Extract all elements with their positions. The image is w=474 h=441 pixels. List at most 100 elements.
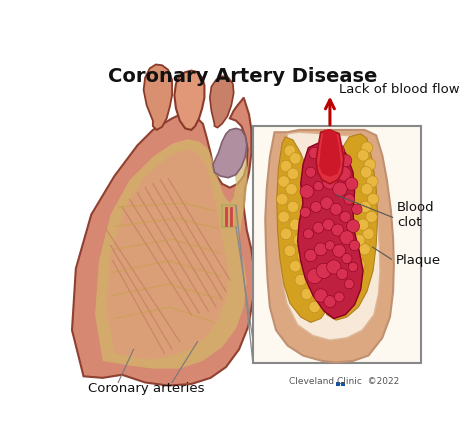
Circle shape bbox=[300, 207, 310, 217]
Circle shape bbox=[354, 259, 365, 270]
Circle shape bbox=[339, 154, 352, 167]
Circle shape bbox=[284, 145, 296, 157]
Circle shape bbox=[366, 211, 377, 223]
Circle shape bbox=[323, 219, 334, 230]
Circle shape bbox=[344, 194, 355, 205]
Circle shape bbox=[278, 176, 290, 187]
Circle shape bbox=[349, 250, 360, 261]
Circle shape bbox=[317, 163, 328, 173]
Text: Coronary arteries: Coronary arteries bbox=[89, 382, 205, 396]
Circle shape bbox=[343, 264, 355, 275]
Circle shape bbox=[337, 167, 351, 181]
Circle shape bbox=[302, 264, 314, 275]
PathPatch shape bbox=[174, 71, 204, 130]
Circle shape bbox=[330, 203, 342, 215]
Circle shape bbox=[347, 273, 359, 284]
Circle shape bbox=[303, 229, 313, 239]
Text: Plaque: Plaque bbox=[395, 254, 440, 267]
Circle shape bbox=[297, 250, 309, 261]
Circle shape bbox=[286, 183, 297, 195]
Circle shape bbox=[329, 161, 338, 171]
Circle shape bbox=[301, 288, 313, 300]
Bar bbox=[336, 382, 340, 386]
PathPatch shape bbox=[324, 134, 378, 320]
Circle shape bbox=[327, 260, 341, 274]
Text: Blood
clot: Blood clot bbox=[397, 201, 435, 228]
Circle shape bbox=[287, 168, 299, 179]
Circle shape bbox=[332, 299, 343, 310]
Circle shape bbox=[340, 231, 354, 245]
Circle shape bbox=[324, 295, 336, 308]
Bar bbox=[341, 382, 345, 386]
Circle shape bbox=[290, 261, 301, 272]
Circle shape bbox=[337, 269, 348, 280]
PathPatch shape bbox=[95, 139, 247, 369]
PathPatch shape bbox=[298, 140, 363, 318]
Circle shape bbox=[354, 234, 365, 246]
Circle shape bbox=[295, 274, 307, 286]
Circle shape bbox=[357, 149, 369, 161]
PathPatch shape bbox=[210, 76, 234, 127]
Circle shape bbox=[320, 197, 333, 209]
Circle shape bbox=[307, 269, 322, 284]
Circle shape bbox=[360, 201, 371, 213]
Circle shape bbox=[316, 263, 331, 278]
Circle shape bbox=[333, 182, 347, 196]
Circle shape bbox=[333, 244, 346, 257]
Circle shape bbox=[364, 159, 376, 170]
Circle shape bbox=[366, 176, 378, 187]
Circle shape bbox=[300, 185, 314, 198]
Circle shape bbox=[280, 161, 292, 172]
PathPatch shape bbox=[265, 130, 394, 363]
Circle shape bbox=[345, 177, 358, 190]
Circle shape bbox=[276, 194, 288, 205]
Circle shape bbox=[332, 224, 344, 236]
PathPatch shape bbox=[278, 132, 380, 340]
Circle shape bbox=[284, 245, 296, 257]
PathPatch shape bbox=[144, 64, 172, 130]
Bar bbox=[222, 206, 236, 227]
Circle shape bbox=[359, 243, 370, 255]
Circle shape bbox=[363, 228, 374, 239]
PathPatch shape bbox=[107, 149, 228, 359]
PathPatch shape bbox=[213, 128, 247, 178]
Text: Lack of blood flow: Lack of blood flow bbox=[339, 82, 460, 96]
Circle shape bbox=[346, 220, 360, 233]
Circle shape bbox=[314, 243, 327, 256]
FancyBboxPatch shape bbox=[253, 126, 421, 363]
Circle shape bbox=[309, 301, 320, 313]
Circle shape bbox=[280, 228, 292, 239]
Circle shape bbox=[361, 142, 373, 153]
Circle shape bbox=[290, 219, 301, 230]
Circle shape bbox=[287, 201, 299, 213]
Circle shape bbox=[357, 219, 369, 230]
Circle shape bbox=[293, 234, 305, 246]
PathPatch shape bbox=[319, 129, 341, 177]
Circle shape bbox=[360, 167, 372, 178]
Circle shape bbox=[322, 174, 337, 189]
Circle shape bbox=[367, 194, 379, 205]
Circle shape bbox=[344, 279, 354, 289]
Circle shape bbox=[325, 241, 335, 250]
Circle shape bbox=[309, 147, 320, 159]
PathPatch shape bbox=[72, 97, 255, 385]
Circle shape bbox=[352, 204, 362, 214]
PathPatch shape bbox=[316, 130, 344, 184]
Text: Coronary Artery Disease: Coronary Artery Disease bbox=[108, 67, 378, 86]
Circle shape bbox=[304, 249, 317, 262]
Circle shape bbox=[306, 167, 316, 177]
Circle shape bbox=[342, 254, 352, 264]
Circle shape bbox=[290, 153, 301, 164]
Circle shape bbox=[314, 181, 323, 191]
Circle shape bbox=[349, 240, 360, 250]
Circle shape bbox=[319, 140, 334, 155]
Circle shape bbox=[339, 286, 351, 297]
PathPatch shape bbox=[277, 137, 326, 322]
Circle shape bbox=[340, 211, 351, 222]
Circle shape bbox=[361, 183, 373, 195]
Circle shape bbox=[348, 262, 358, 272]
Circle shape bbox=[331, 144, 345, 157]
Text: Cleveland Clinic  ©2022: Cleveland Clinic ©2022 bbox=[289, 377, 399, 385]
Circle shape bbox=[313, 222, 324, 233]
Circle shape bbox=[310, 202, 322, 213]
